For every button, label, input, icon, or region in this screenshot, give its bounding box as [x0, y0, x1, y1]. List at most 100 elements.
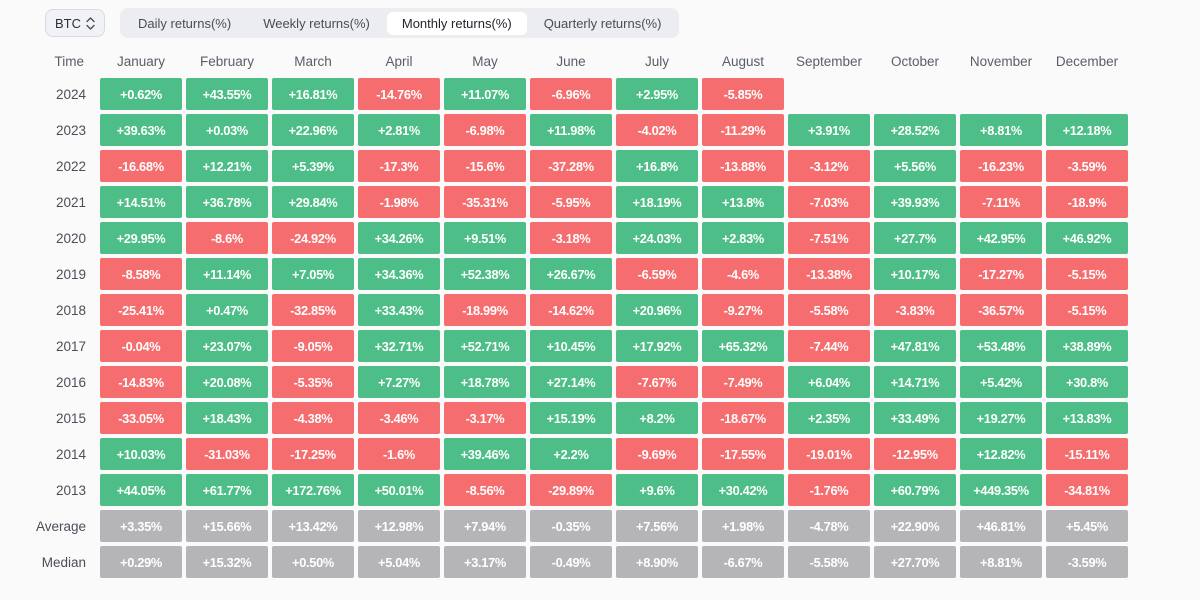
return-cell: -36.57%	[960, 294, 1042, 326]
return-cell: +0.50%	[272, 546, 354, 578]
return-cell: +39.63%	[100, 114, 182, 146]
return-cell: -9.69%	[616, 438, 698, 470]
return-cell: +34.26%	[358, 222, 440, 254]
return-cell: +15.32%	[186, 546, 268, 578]
month-column-header: February	[199, 53, 255, 69]
return-cell: +7.56%	[616, 510, 698, 542]
return-cell: -35.31%	[444, 186, 526, 218]
return-cell: +20.08%	[186, 366, 268, 398]
return-cell: -8.6%	[186, 222, 268, 254]
return-cell: -1.6%	[358, 438, 440, 470]
return-cell: +0.03%	[186, 114, 268, 146]
monthly-returns-table: Time January February March April May June July…	[30, 48, 1200, 578]
return-cell: -7.44%	[788, 330, 870, 362]
return-cell: -13.88%	[702, 150, 784, 182]
return-cell: -18.99%	[444, 294, 526, 326]
return-cell: +11.07%	[444, 78, 526, 110]
return-cell: -32.85%	[272, 294, 354, 326]
return-cell: -8.56%	[444, 474, 526, 506]
month-column-header: October	[890, 53, 940, 69]
return-cell: -31.03%	[186, 438, 268, 470]
return-cell: +53.48%	[960, 330, 1042, 362]
return-cell: -17.3%	[358, 150, 440, 182]
return-cell: -15.11%	[1046, 438, 1128, 470]
return-cell: +42.95%	[960, 222, 1042, 254]
return-cell: +18.43%	[186, 402, 268, 434]
return-cell: +18.19%	[616, 186, 698, 218]
return-cell: +61.77%	[186, 474, 268, 506]
return-cell: +18.78%	[444, 366, 526, 398]
return-cell: +36.78%	[186, 186, 268, 218]
return-cell: +12.21%	[186, 150, 268, 182]
tab-quarterly-returns[interactable]: Quarterly returns(%)	[543, 15, 662, 31]
return-cell: +27.14%	[530, 366, 612, 398]
month-column-header: March	[294, 53, 332, 69]
return-cell: +52.38%	[444, 258, 526, 290]
return-cell: +7.05%	[272, 258, 354, 290]
return-cell: -0.35%	[530, 510, 612, 542]
return-cell: +46.81%	[960, 510, 1042, 542]
symbol-label: BTC	[55, 15, 81, 31]
return-cell: -6.67%	[702, 546, 784, 578]
return-cell: -18.67%	[702, 402, 784, 434]
return-cell: +10.03%	[100, 438, 182, 470]
symbol-select[interactable]: BTC	[45, 9, 105, 37]
return-cell: -34.81%	[1046, 474, 1128, 506]
return-cell: -14.62%	[530, 294, 612, 326]
return-cell: +11.14%	[186, 258, 268, 290]
return-cell: -13.38%	[788, 258, 870, 290]
tab-weekly-returns[interactable]: Weekly returns(%)	[263, 15, 370, 31]
return-cell: -9.27%	[702, 294, 784, 326]
return-cell: -7.11%	[960, 186, 1042, 218]
return-cell: -16.23%	[960, 150, 1042, 182]
month-column-header: September	[795, 53, 863, 69]
return-cell: +14.71%	[874, 366, 956, 398]
return-cell: -6.96%	[530, 78, 612, 110]
return-cell: +2.83%	[702, 222, 784, 254]
return-cell: +33.43%	[358, 294, 440, 326]
return-cell: +3.91%	[788, 114, 870, 146]
return-cell: +10.17%	[874, 258, 956, 290]
month-column-header: May	[472, 53, 498, 69]
return-cell: +7.94%	[444, 510, 526, 542]
return-cell: -6.59%	[616, 258, 698, 290]
return-cell: -1.76%	[788, 474, 870, 506]
row-label: 2021	[55, 194, 86, 210]
return-cell: +39.93%	[874, 186, 956, 218]
month-column-header: July	[644, 53, 669, 69]
return-cell: -9.05%	[272, 330, 354, 362]
return-cell: +2.2%	[530, 438, 612, 470]
row-label: Median	[41, 554, 86, 570]
return-cell: +3.17%	[444, 546, 526, 578]
month-column-header: June	[556, 53, 586, 69]
return-cell: -3.12%	[788, 150, 870, 182]
return-cell: -29.89%	[530, 474, 612, 506]
tab-monthly-returns[interactable]: Monthly returns(%)	[386, 11, 527, 35]
row-label: 2015	[55, 410, 86, 426]
return-cell: +0.62%	[100, 78, 182, 110]
return-cell: -24.92%	[272, 222, 354, 254]
return-cell: +12.82%	[960, 438, 1042, 470]
return-cell: -5.85%	[702, 78, 784, 110]
return-cell: +28.52%	[874, 114, 956, 146]
return-cell: -4.78%	[788, 510, 870, 542]
return-cell: +30.42%	[702, 474, 784, 506]
return-cell: +27.7%	[874, 222, 956, 254]
month-column-header: January	[116, 53, 166, 69]
returns-tab-bar: Daily returns(%) Weekly returns(%) Monthly…	[120, 8, 680, 38]
empty-cell	[1046, 78, 1128, 110]
return-cell: -4.6%	[702, 258, 784, 290]
return-cell: +52.71%	[444, 330, 526, 362]
return-cell: +5.45%	[1046, 510, 1128, 542]
return-cell: +5.04%	[358, 546, 440, 578]
tab-daily-returns[interactable]: Daily returns(%)	[138, 15, 232, 31]
time-column-header: Time	[54, 53, 85, 69]
updown-chevron-icon	[86, 16, 95, 30]
return-cell: -5.95%	[530, 186, 612, 218]
return-cell: +13.42%	[272, 510, 354, 542]
month-column-header: November	[969, 53, 1033, 69]
row-label: 2017	[55, 338, 86, 354]
return-cell: -1.98%	[358, 186, 440, 218]
return-cell: -5.35%	[272, 366, 354, 398]
return-cell: +22.90%	[874, 510, 956, 542]
